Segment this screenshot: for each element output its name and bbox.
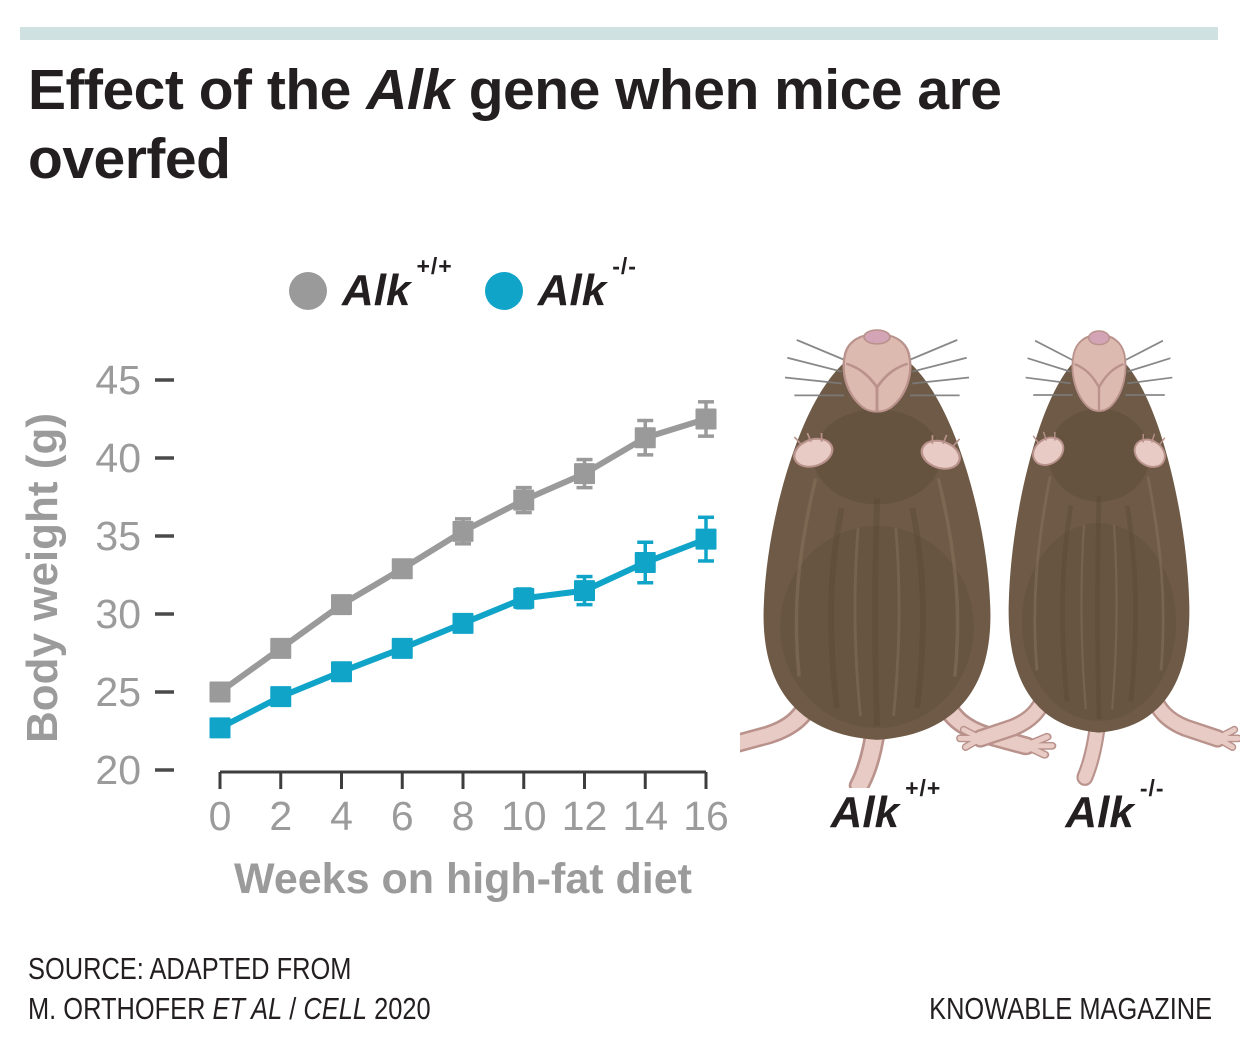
data-point-marker — [270, 637, 292, 659]
x-axis: 0 2 4 6 8 10 12 14 16 — [209, 770, 729, 839]
x-axis-tick-label: 14 — [622, 793, 668, 839]
publisher-credit: KNOWABLE MAGAZINE — [929, 991, 1212, 1026]
mouse-alk-knockout — [960, 331, 1238, 777]
data-point-marker — [513, 587, 535, 609]
legend-item-alk-knockout: Alk -/- — [484, 253, 637, 316]
mice-illustration — [740, 322, 1240, 788]
data-point-marker — [270, 686, 292, 708]
data-point-marker — [452, 612, 474, 634]
source-line-1: SOURCE: ADAPTED FROM — [28, 951, 352, 986]
data-point-marker — [391, 558, 413, 580]
gene-name: Alk — [1065, 788, 1134, 837]
x-axis-tick-label: 0 — [209, 793, 232, 839]
page-title: Effect of the Alk gene when mice are over… — [28, 58, 1002, 191]
y-axis-title: Body weight (g) — [18, 413, 67, 743]
data-point-marker — [634, 427, 656, 449]
y-axis: 20 25 30 35 40 45 — [95, 357, 174, 793]
series-alk — [209, 400, 717, 703]
series-alk — [209, 515, 717, 739]
data-point-marker — [331, 594, 352, 616]
series-line — [218, 416, 707, 695]
y-axis-tick-label: 35 — [95, 513, 141, 559]
x-axis-tick-label: 8 — [452, 793, 475, 839]
source-line-2: M. ORTHOFER ET AL / CELL 2020 — [28, 991, 431, 1026]
y-axis-tick-label: 30 — [95, 591, 141, 637]
gene-name: Alk — [342, 266, 411, 315]
accent-bar — [20, 27, 1218, 40]
x-axis-tick-label: 6 — [391, 793, 414, 839]
genotype-superscript: +/+ — [905, 775, 942, 802]
source-attribution: SOURCE: ADAPTED FROM M. ORTHOFER ET AL /… — [28, 949, 431, 1029]
data-point-marker — [513, 489, 535, 511]
x-axis-tick-label: 10 — [501, 793, 547, 839]
data-point-marker — [331, 661, 352, 683]
mouse-caption-alk-wildtype: Alk +/+ — [776, 775, 996, 838]
data-point-marker — [634, 552, 656, 574]
x-axis-title: Weeks on high-fat diet — [234, 855, 692, 903]
y-axis-tick-label: 25 — [95, 669, 141, 715]
y-axis-tick-label: 20 — [95, 747, 141, 793]
data-point-marker — [574, 580, 595, 602]
legend-label-alk-wildtype: Alk +/+ — [342, 253, 453, 316]
x-axis-tick-label: 12 — [562, 793, 608, 839]
y-axis-tick-label: 40 — [95, 435, 141, 481]
data-point-marker — [209, 681, 231, 703]
data-point-marker — [209, 717, 231, 739]
x-axis-tick-label: 16 — [683, 793, 729, 839]
y-axis-tick-label: 45 — [95, 357, 141, 403]
data-point-marker — [695, 408, 717, 430]
genotype-superscript: -/- — [612, 253, 637, 280]
data-point-marker — [391, 637, 413, 659]
data-point-marker — [574, 463, 595, 485]
chart-legend: Alk +/+ Alk -/- — [289, 253, 637, 316]
mouse-caption-alk-knockout: Alk -/- — [1005, 775, 1225, 838]
x-axis-tick-label: 4 — [330, 793, 353, 839]
legend-dot-teal-icon — [484, 272, 523, 310]
x-axis-tick-label: 2 — [269, 793, 292, 839]
genotype-superscript: +/+ — [416, 253, 453, 280]
legend-dot-gray-icon — [289, 272, 327, 310]
legend-item-alk-wildtype: Alk +/+ — [289, 253, 453, 316]
data-point-marker — [695, 528, 717, 550]
data-point-marker — [452, 520, 474, 542]
genotype-superscript: -/- — [1139, 775, 1165, 802]
gene-name: Alk — [830, 788, 900, 837]
gene-name: Alk — [537, 266, 607, 315]
legend-label-alk-knockout: Alk -/- — [537, 253, 637, 316]
mouse-alk-wildtype — [740, 330, 1052, 785]
